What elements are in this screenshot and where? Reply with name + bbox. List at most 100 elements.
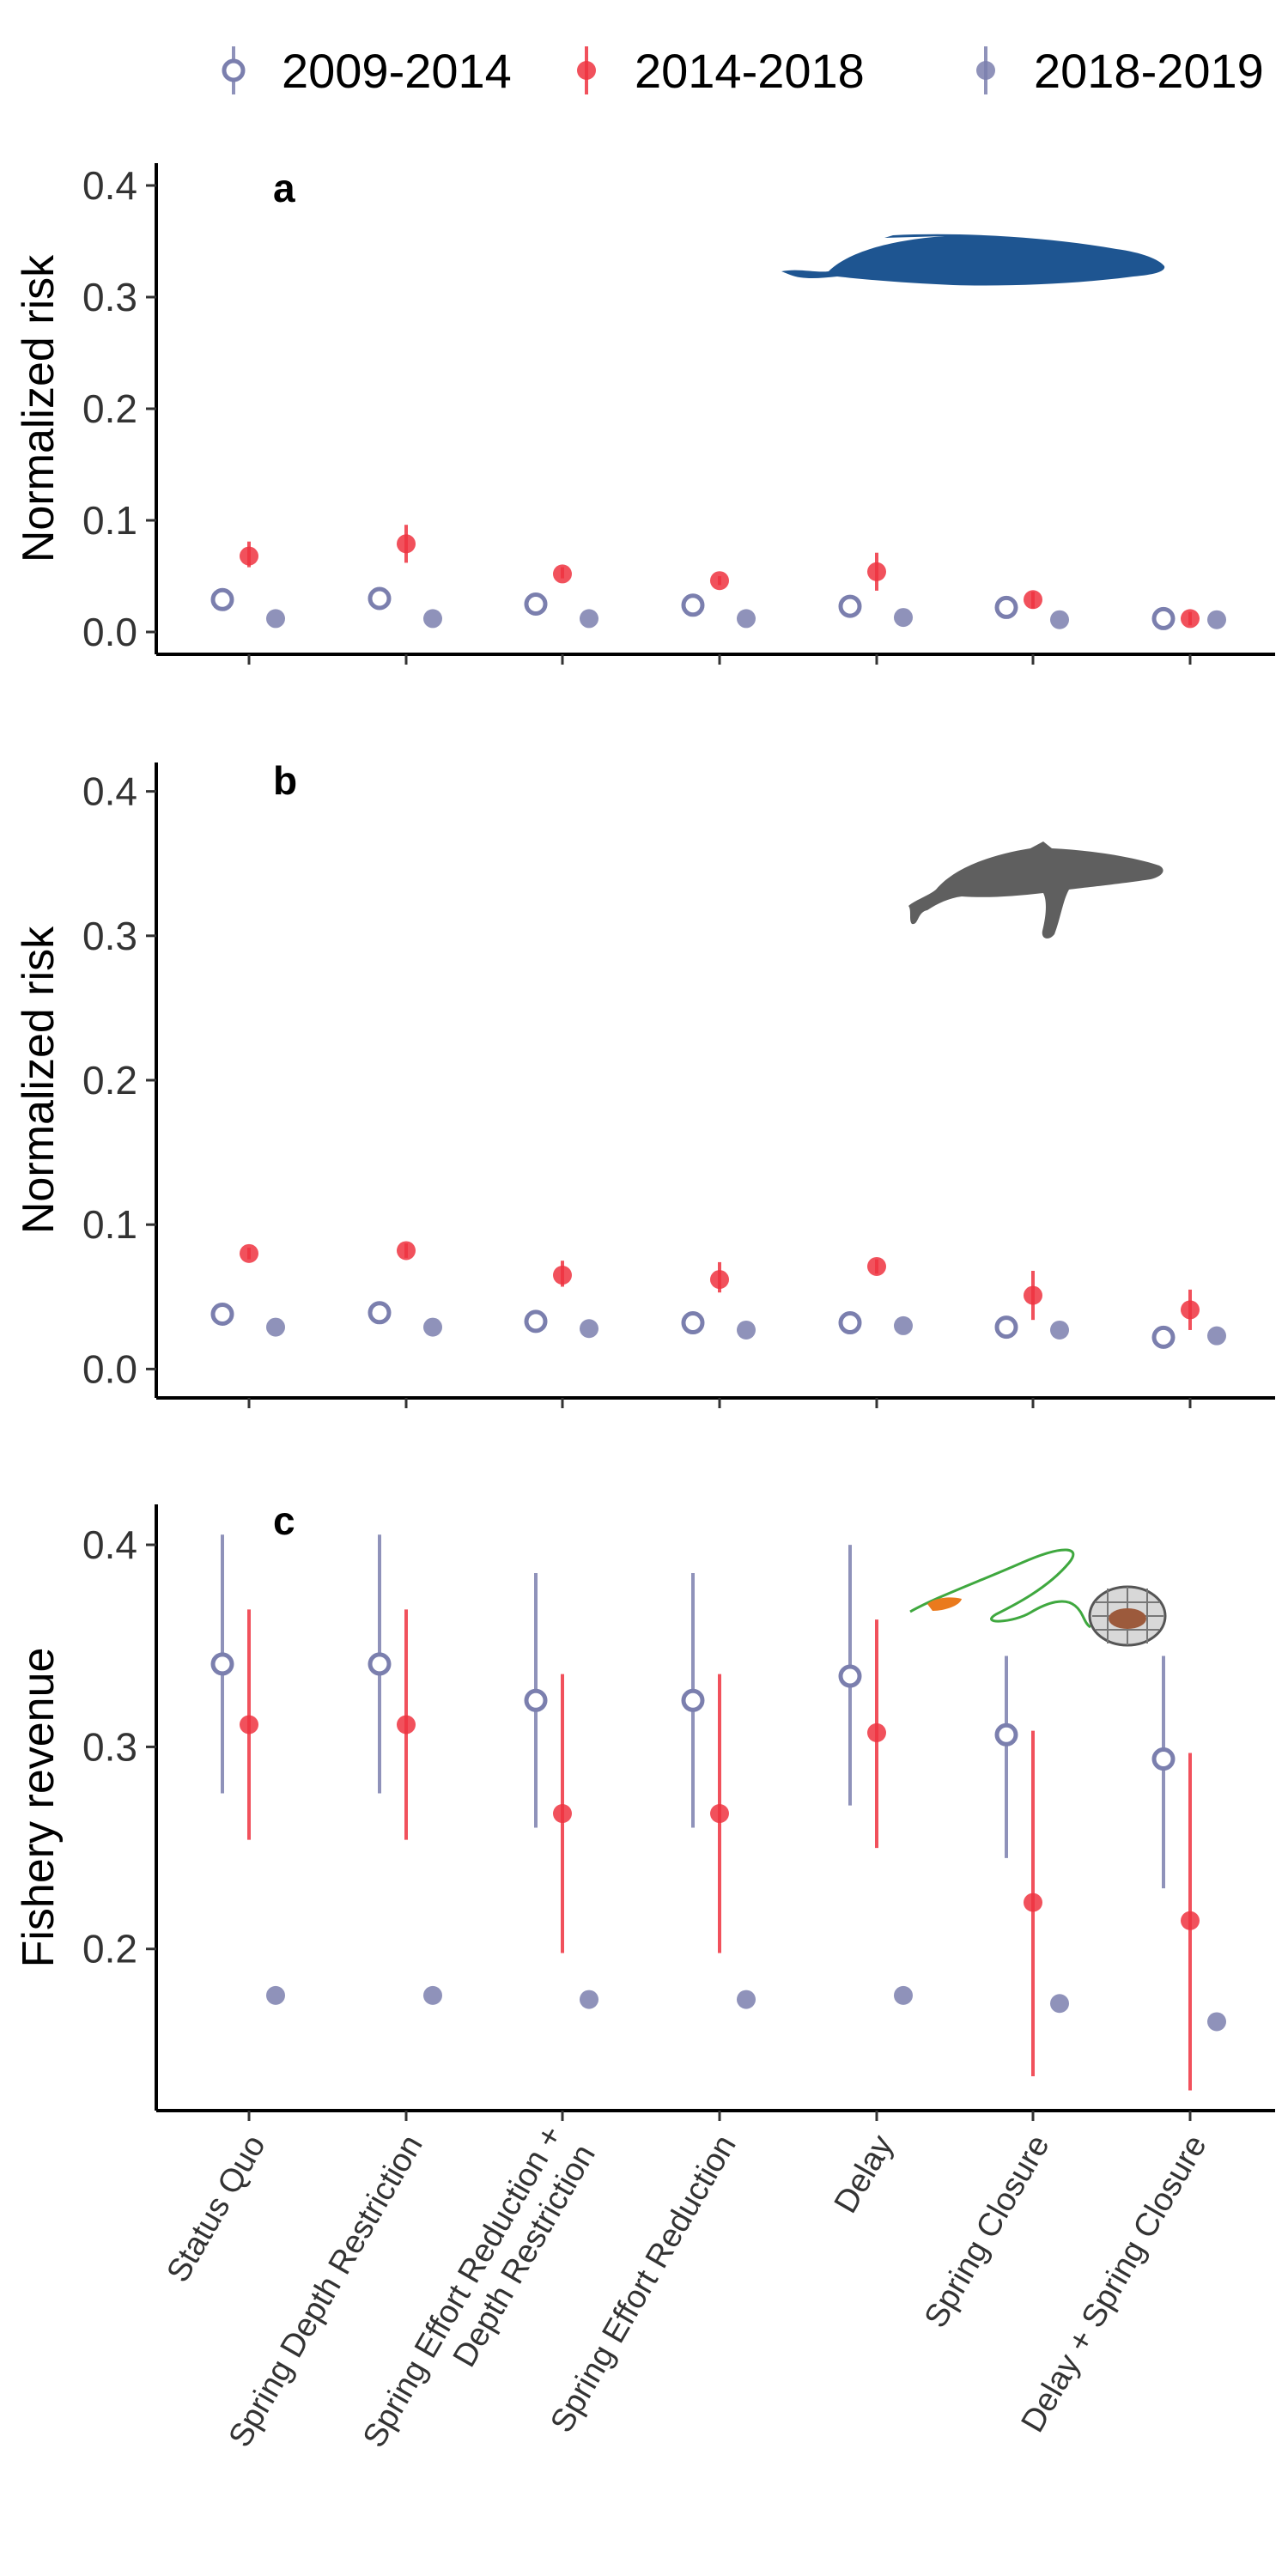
data-point	[368, 1652, 392, 1676]
data-point	[737, 1320, 756, 1340]
x-category-label: Delay + Spring Closure	[1015, 2129, 1214, 2439]
data-point	[397, 1241, 416, 1261]
data-point	[1151, 606, 1176, 630]
data-point	[266, 609, 285, 629]
data-point	[524, 1688, 548, 1712]
x-category-label: Status Quo	[160, 2129, 272, 2289]
data-point	[894, 608, 913, 628]
data-point	[710, 571, 729, 591]
data-point	[737, 1990, 756, 2009]
data-point	[838, 1664, 862, 1688]
data-point	[1050, 610, 1069, 629]
data-point	[1207, 2012, 1226, 2032]
legend-item: 2009-2014	[222, 44, 512, 98]
y-tick-label: 0.0	[82, 1346, 137, 1391]
y-tick-label: 0.3	[82, 914, 137, 958]
data-point	[423, 609, 442, 629]
legend-label: 2009-2014	[282, 44, 512, 98]
data-point	[710, 1270, 729, 1290]
legend: 2009-2014 2014-2018 2018-2019	[222, 44, 1264, 98]
panel-b: 0.0 0.1 0.2 0.3 0.4 Normalized risk b	[14, 758, 1275, 1408]
panel-letter: c	[273, 1498, 295, 1543]
panel-letter: b	[273, 758, 297, 803]
data-point	[737, 609, 756, 629]
data-point	[681, 1688, 705, 1712]
blue-whale-icon	[781, 234, 1165, 286]
data-point	[994, 1722, 1018, 1747]
data-point	[994, 1315, 1018, 1340]
legend-marker	[976, 61, 995, 80]
data-point	[867, 1722, 886, 1742]
data-point	[710, 1804, 729, 1824]
x-category-label: Spring Closure	[918, 2129, 1057, 2335]
data-point	[266, 1985, 285, 2005]
x-category-label-line: Delay	[828, 2129, 901, 2220]
data-point	[423, 1985, 442, 2005]
y-tick-label: 0.1	[82, 1202, 137, 1247]
data-point	[1181, 609, 1200, 629]
data-point	[524, 592, 548, 616]
y-tick-label: 0.3	[82, 275, 137, 319]
legend-item: 2014-2018	[577, 44, 865, 98]
y-axis-title: Normalized risk	[14, 254, 64, 562]
data-point	[580, 1990, 598, 2009]
crab-pot-icon	[909, 1548, 1167, 1647]
data-point	[368, 1301, 392, 1325]
data-point	[580, 609, 598, 629]
data-point	[266, 1317, 285, 1337]
data-point	[553, 1266, 572, 1285]
data-point	[580, 1319, 598, 1339]
y-axis-title: Fishery revenue	[14, 1648, 64, 1968]
data-point	[838, 594, 862, 618]
data-point	[1151, 1325, 1176, 1349]
y-tick-label: 0.2	[82, 1058, 137, 1103]
data-point	[894, 1315, 913, 1335]
data-point	[1050, 1994, 1069, 2014]
data-point	[240, 1715, 258, 1735]
data-point	[681, 593, 705, 617]
x-category-label-line: Status Quo	[160, 2129, 272, 2289]
legend-label: 2018-2019	[1034, 44, 1264, 98]
data-point	[397, 534, 416, 554]
data-point	[1207, 1326, 1226, 1346]
y-tick-label: 0.2	[82, 1927, 137, 1971]
legend-item: 2018-2019	[976, 44, 1264, 98]
y-tick-label: 0.3	[82, 1724, 137, 1769]
data-point	[553, 1804, 572, 1824]
y-axis-title: Normalized risk	[14, 926, 64, 1234]
data-point	[553, 564, 572, 584]
x-category-label-line: Delay + Spring Closure	[1015, 2129, 1214, 2439]
data-point	[1024, 1285, 1042, 1305]
data-point	[1151, 1747, 1176, 1771]
data-point	[994, 595, 1018, 619]
y-tick-label: 0.4	[82, 769, 137, 814]
legend-marker	[577, 61, 596, 80]
data-point	[838, 1311, 862, 1335]
y-tick-label: 0.4	[82, 163, 137, 208]
data-point	[240, 546, 258, 566]
data-point	[1050, 1320, 1069, 1340]
data-point	[1024, 590, 1042, 610]
data-point	[210, 587, 234, 611]
data-point	[423, 1317, 442, 1337]
data-point	[397, 1715, 416, 1735]
data-point	[210, 1652, 234, 1676]
data-point	[1181, 1300, 1200, 1320]
y-tick-label: 0.0	[82, 610, 137, 654]
data-point	[1181, 1911, 1200, 1930]
data-point	[1024, 1893, 1042, 1912]
panel-c: 0.2 0.3 0.4 Fishery revenue c	[14, 1498, 1275, 2121]
data-point	[681, 1311, 705, 1335]
data-point	[368, 586, 392, 611]
y-tick-label: 0.2	[82, 386, 137, 431]
data-point	[894, 1985, 913, 2005]
legend-marker	[222, 58, 246, 82]
legend-label: 2014-2018	[635, 44, 865, 98]
data-point	[1207, 610, 1226, 629]
data-point	[524, 1309, 548, 1334]
y-tick-label: 0.1	[82, 498, 137, 543]
x-category-label-line: Spring Closure	[918, 2129, 1057, 2335]
x-category-label: Delay	[828, 2129, 901, 2220]
